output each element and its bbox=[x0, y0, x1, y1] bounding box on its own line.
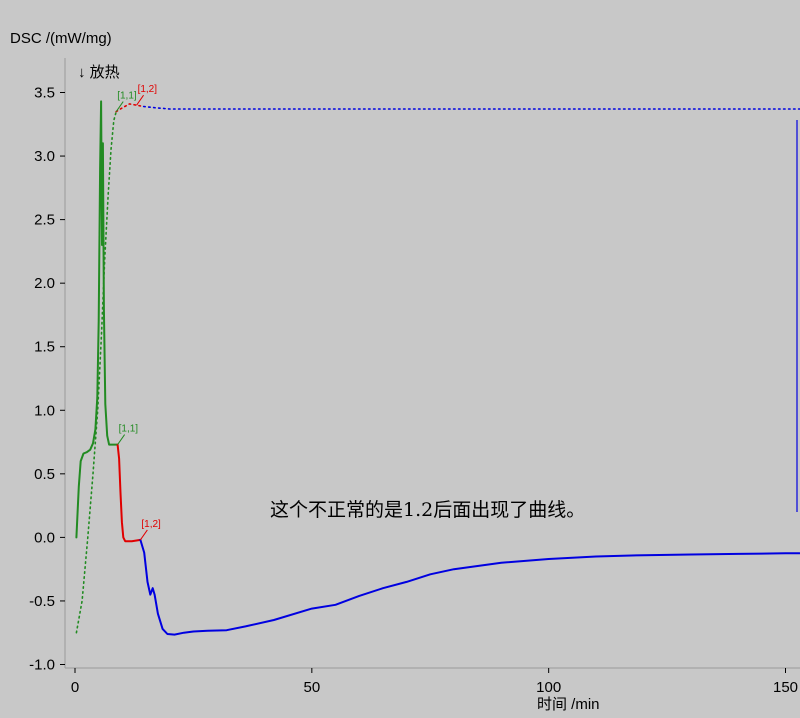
series-line-2 bbox=[116, 443, 142, 543]
y-axis-title: DSC /(mW/mg) bbox=[10, 30, 112, 47]
x-tick-label: 50 bbox=[303, 679, 320, 696]
series-line-6-dotted bbox=[142, 105, 800, 110]
segment-label: [1,2] bbox=[141, 519, 161, 530]
segment-labels: [1,1][1,2][1,1][1,2] bbox=[115, 84, 161, 541]
series-line-4-dotted bbox=[75, 110, 117, 634]
y-tick-label: 1.0 bbox=[34, 402, 55, 419]
y-tick-label: 3.5 bbox=[34, 85, 55, 102]
x-axis-ticks: 0 50 100 150 bbox=[71, 668, 798, 696]
x-axis-title: 时间 /min bbox=[537, 696, 600, 713]
series-line-3 bbox=[139, 538, 800, 636]
segment-label: [1,2] bbox=[138, 84, 158, 95]
exotherm-direction-label: ↓ 放热 bbox=[78, 64, 120, 81]
segment-label-leader bbox=[139, 529, 148, 541]
y-tick-label: 1.5 bbox=[34, 339, 55, 356]
segment-label: [1,1] bbox=[117, 91, 137, 102]
y-tick-label: -0.5 bbox=[29, 593, 55, 610]
x-tick-label: 100 bbox=[536, 679, 561, 696]
x-tick-label: 0 bbox=[71, 679, 79, 696]
segment-label: [1,1] bbox=[119, 424, 139, 435]
y-tick-label: 2.0 bbox=[34, 275, 55, 292]
segment-label-leader bbox=[117, 434, 126, 445]
segment-label-leader bbox=[115, 101, 124, 112]
y-tick-label: 3.0 bbox=[34, 148, 55, 165]
y-axis-ticks: -1.0 -0.5 0.0 0.5 1.0 1.5 2.0 2.5 3.0 3.5 bbox=[29, 85, 65, 674]
segment-label-leader bbox=[136, 94, 144, 106]
y-tick-label: 2.5 bbox=[34, 212, 55, 229]
annotation-text: 这个不正常的是1.2后面出现了曲线。 bbox=[270, 499, 585, 521]
series-layer bbox=[75, 100, 800, 636]
y-tick-label: 0.0 bbox=[34, 529, 55, 546]
y-tick-label: -1.0 bbox=[29, 657, 55, 674]
y-tick-label: 0.5 bbox=[34, 466, 55, 483]
series-line-5-dotted bbox=[115, 103, 145, 113]
series-line-1 bbox=[75, 100, 119, 539]
x-tick-label: 150 bbox=[773, 679, 798, 696]
